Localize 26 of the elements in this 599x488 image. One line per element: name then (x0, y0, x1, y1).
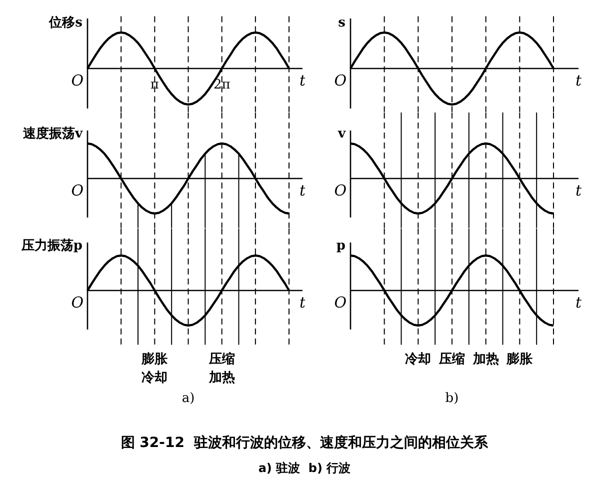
x-tick-label: 膨胀 (506, 352, 534, 367)
y-axis-title: 位移s (48, 15, 83, 30)
x-axis-title: t (575, 294, 582, 312)
y-axis-title: v (336, 126, 346, 142)
x-tick-label: 加热 (472, 352, 499, 367)
text: O (71, 182, 84, 200)
text: b) (445, 391, 459, 406)
x-tick-label: 压缩 (438, 350, 465, 367)
ref-line-label: 压缩加热 (208, 350, 235, 386)
x-tick-label: 冷却 (405, 352, 432, 367)
caption: 图 32-12 驻波和行波的位移、速度和压力之间的相位关系 (120, 434, 488, 453)
y-axis-title: s (338, 15, 346, 30)
text: O (71, 294, 84, 312)
y-axis-title: 速度振荡v (22, 126, 83, 142)
text: a) (182, 391, 195, 406)
x-axis-title: t (575, 182, 582, 200)
text: O (334, 72, 347, 90)
y-axis-title: p (336, 238, 346, 254)
text: O (71, 72, 84, 90)
y-axis-title: 压力振荡p (20, 238, 83, 254)
text: O (334, 294, 347, 312)
text: a) 驻波 b) 行波 (257, 460, 352, 477)
x-tick-label: π (150, 78, 160, 92)
text: O (334, 182, 347, 200)
ref-line-label: 膨胀冷却 (140, 352, 169, 386)
x-axis-title: t (575, 72, 582, 90)
